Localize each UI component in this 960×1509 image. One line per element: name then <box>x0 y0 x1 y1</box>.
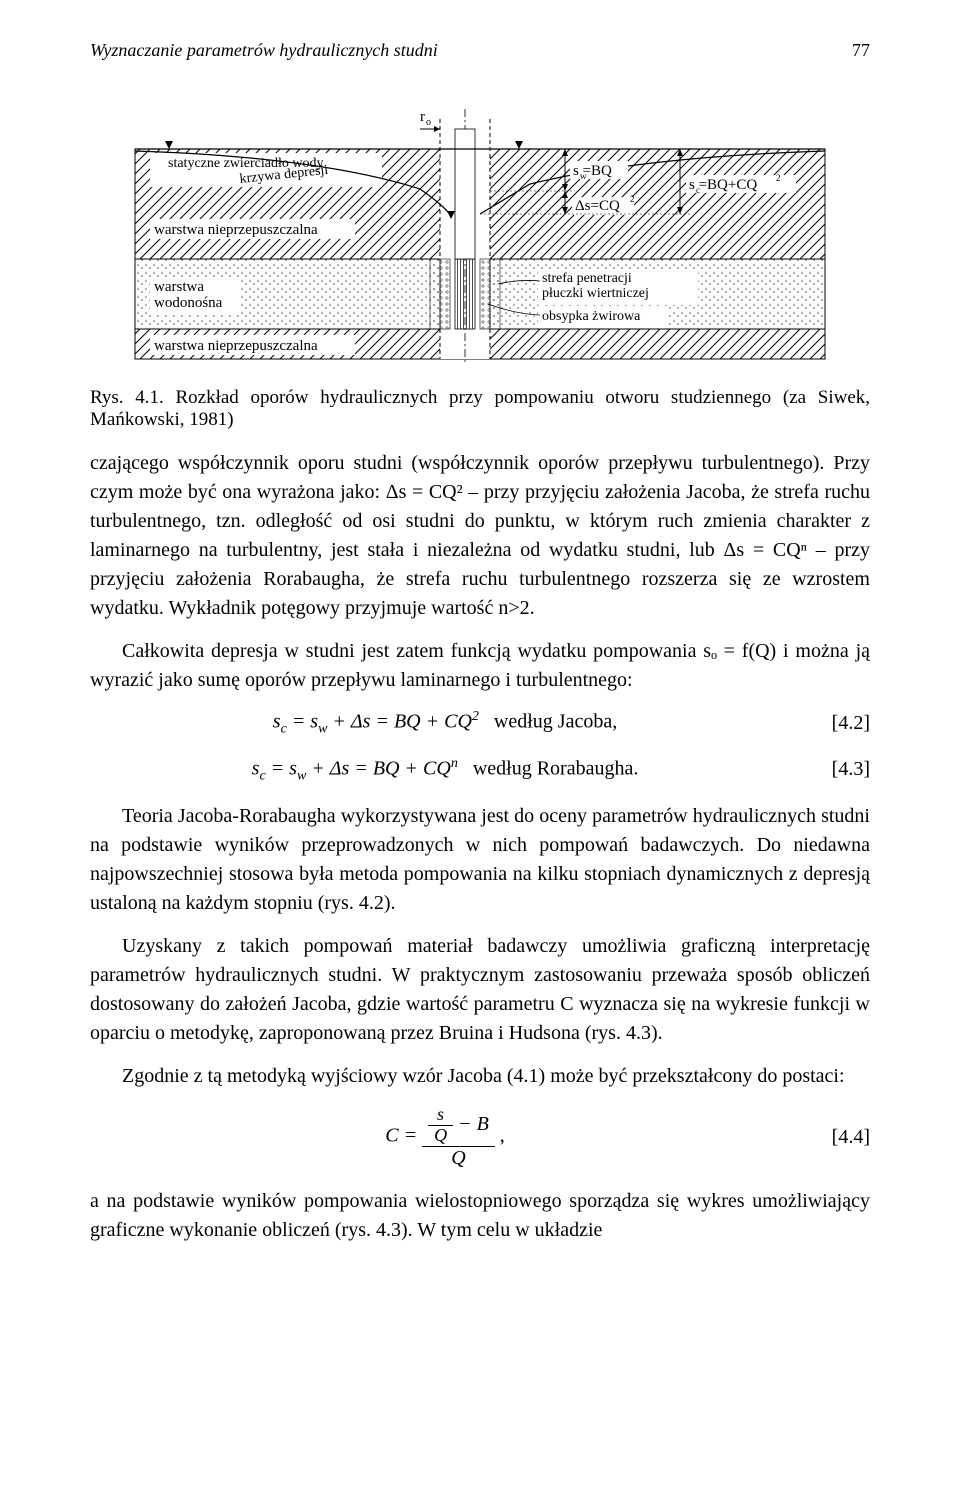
r-o-sub: o <box>426 117 431 128</box>
eq2-suffix: według Rorabaugha. <box>473 757 639 779</box>
equation-4-2: sc = sw + Δs = BQ + CQ2 według Jacoba, [… <box>90 709 870 738</box>
aquifer-label-1: warstwa <box>154 279 204 295</box>
figure-caption: Rys. 4.1. Rozkład oporów hydraulicznych … <box>90 387 870 431</box>
sc-sup: 2 <box>776 173 781 183</box>
eq2-num: [4.3] <box>800 758 870 781</box>
eq3-num: [4.4] <box>800 1126 870 1149</box>
caption-text: Rozkład oporów hydraulicznych przy pompo… <box>90 387 870 430</box>
running-head: Wyznaczanie parametrów hydraulicznych st… <box>90 40 870 61</box>
eq1-num: [4.2] <box>800 712 870 735</box>
para-3: Teoria Jacoba-Rorabaugha wykorzystywana … <box>90 802 870 918</box>
sw-label: s =BQ <box>573 163 612 179</box>
penetration-label-2: płuczki wiertniczej <box>542 286 649 301</box>
para-4: Uzyskany z takich pompowań materiał bada… <box>90 932 870 1048</box>
sc-sub: c <box>696 185 700 195</box>
para-5: Zgodnie z tą metodyką wyjściowy wzór Jac… <box>90 1062 870 1091</box>
aquifer-label-2: wodonośna <box>154 295 223 311</box>
impermeable-top-label: warstwa nieprzepuszczalna <box>154 222 318 238</box>
sw-sub: w <box>580 171 587 181</box>
para-1: czającego współczynnik oporu studni (wsp… <box>90 449 870 623</box>
penetration-label-1: strefa penetracji <box>542 271 632 286</box>
figure-4-1: statyczne zwierciadło wody krzywa depres… <box>90 79 870 379</box>
eq1-suffix: według Jacoba, <box>494 711 617 733</box>
page-number: 77 <box>852 40 870 61</box>
running-title: Wyznaczanie parametrów hydraulicznych st… <box>90 40 438 61</box>
r-o-label: r <box>420 109 425 125</box>
para-2: Całkowita depresja w studni jest zatem f… <box>90 637 870 695</box>
ds-sup: 2 <box>630 194 635 204</box>
equation-4-4: C = s Q − B Q , [4.4] <box>90 1105 870 1169</box>
impermeable-bot-label: warstwa nieprzepuszczalna <box>154 338 318 354</box>
caption-label: Rys. 4.1. <box>90 387 164 408</box>
well-diagram: statyczne zwierciadło wody krzywa depres… <box>120 79 840 379</box>
para-6: a na podstawie wyników pompowania wielos… <box>90 1187 870 1245</box>
ds-label: Δs=CQ <box>575 198 620 214</box>
equation-4-3: sc = sw + Δs = BQ + CQn według Rorabaugh… <box>90 756 870 785</box>
gravel-label: obsypka żwirowa <box>542 309 641 324</box>
